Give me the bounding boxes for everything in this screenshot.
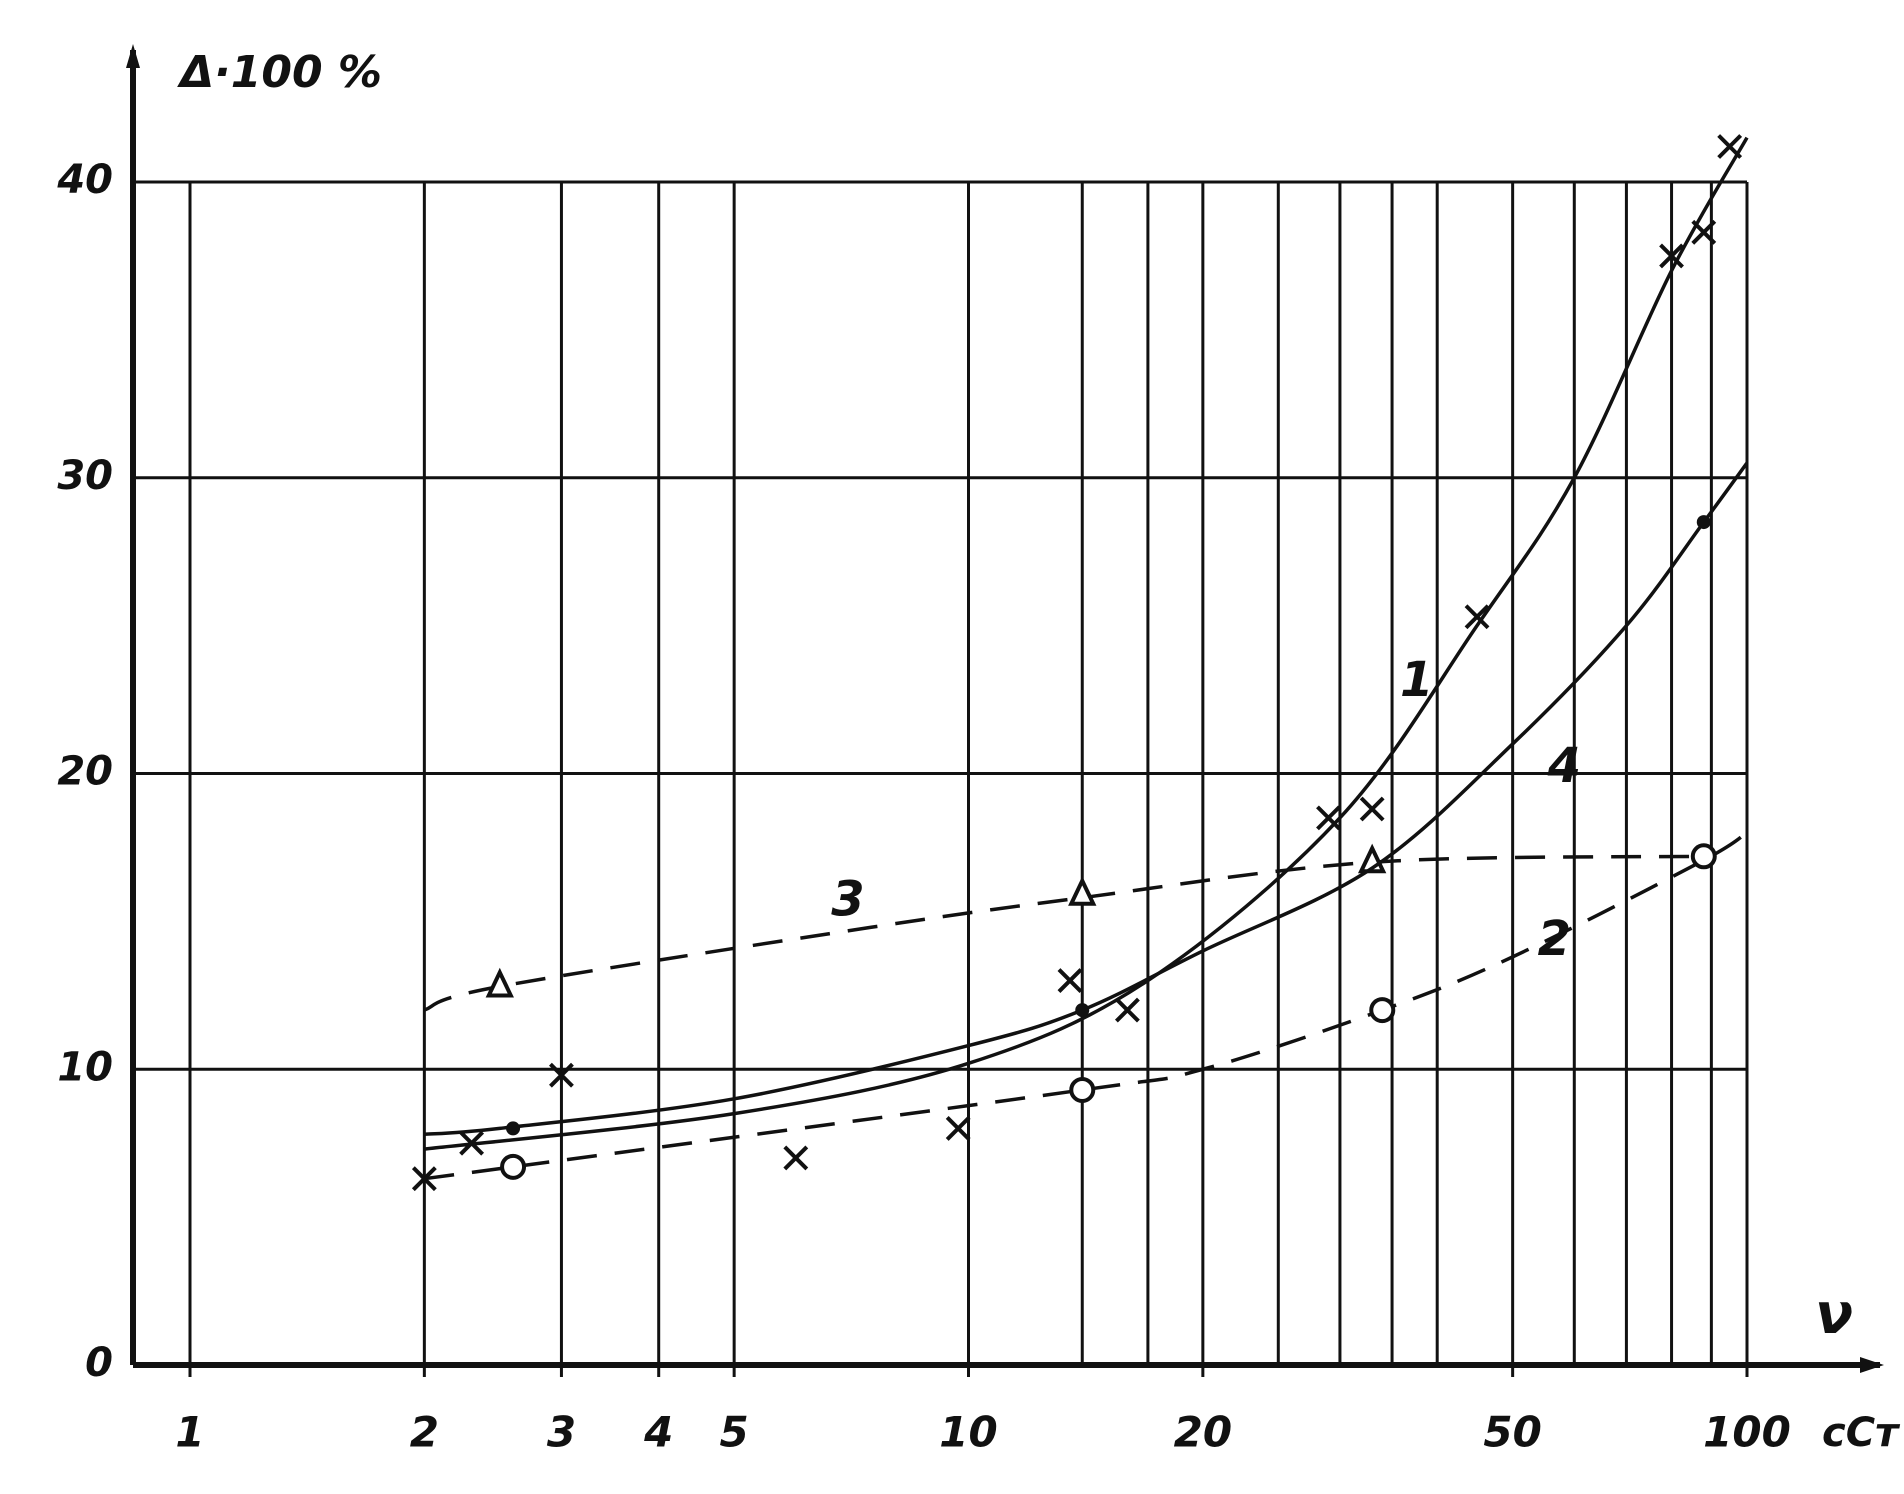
curve-label: 4 [1547, 738, 1581, 794]
cross-marker [1659, 243, 1684, 269]
cross-marker [783, 1145, 809, 1171]
x-tick-label: 3 [547, 1408, 576, 1457]
x-tick-label: 5 [720, 1408, 749, 1457]
circle-marker [1690, 843, 1717, 870]
x-tick-label: 10 [939, 1408, 997, 1457]
cross-marker [1464, 604, 1490, 630]
cross-marker [1114, 997, 1140, 1023]
curve [424, 136, 1749, 1151]
x-axis-label: ν [1815, 1282, 1853, 1347]
x-axis-arrow [1860, 1357, 1884, 1373]
curve-label: 1 [1400, 652, 1433, 708]
y-tick-label: 40 [56, 157, 113, 203]
dot-marker [1696, 515, 1711, 530]
y-axis-arrow [126, 44, 140, 68]
cross-marker [1359, 796, 1385, 822]
x-tick-label: 1 [175, 1408, 204, 1457]
cross-marker [1717, 134, 1743, 159]
dot-marker [506, 1121, 521, 1136]
curve [423, 854, 1700, 1012]
cross-marker [945, 1115, 971, 1141]
triangle-marker [485, 967, 514, 998]
y-tick-label: 0 [85, 1340, 113, 1386]
y-tick-label: 30 [57, 453, 113, 499]
curve [424, 461, 1749, 1137]
x-tick-label: 100 [1703, 1408, 1791, 1457]
cross-marker [549, 1062, 574, 1088]
triangle-marker [1068, 876, 1097, 906]
curve [424, 831, 1748, 1181]
curve-label: 3 [831, 871, 864, 927]
circle-marker [500, 1153, 527, 1180]
y-tick-label: 20 [57, 749, 113, 795]
curve-label: 2 [1538, 911, 1571, 967]
x-tick-label: 20 [1174, 1408, 1232, 1457]
y-axis-label: Δ·100 % [177, 47, 382, 98]
circle-marker [1069, 1076, 1096, 1103]
cross-marker [1691, 219, 1717, 245]
x-tick-label: 4 [643, 1408, 673, 1457]
y-tick-label: 10 [57, 1044, 113, 1090]
cross-marker [1057, 968, 1083, 993]
x-tick-label: 2 [410, 1408, 439, 1457]
x-axis-unit: cCт [1822, 1410, 1901, 1456]
cross-marker [459, 1130, 485, 1156]
cross-marker [1316, 805, 1341, 831]
cross-marker [411, 1166, 437, 1192]
x-tick-label: 50 [1483, 1408, 1541, 1457]
circle-marker [1369, 997, 1396, 1024]
dot-marker [1075, 1003, 1090, 1018]
